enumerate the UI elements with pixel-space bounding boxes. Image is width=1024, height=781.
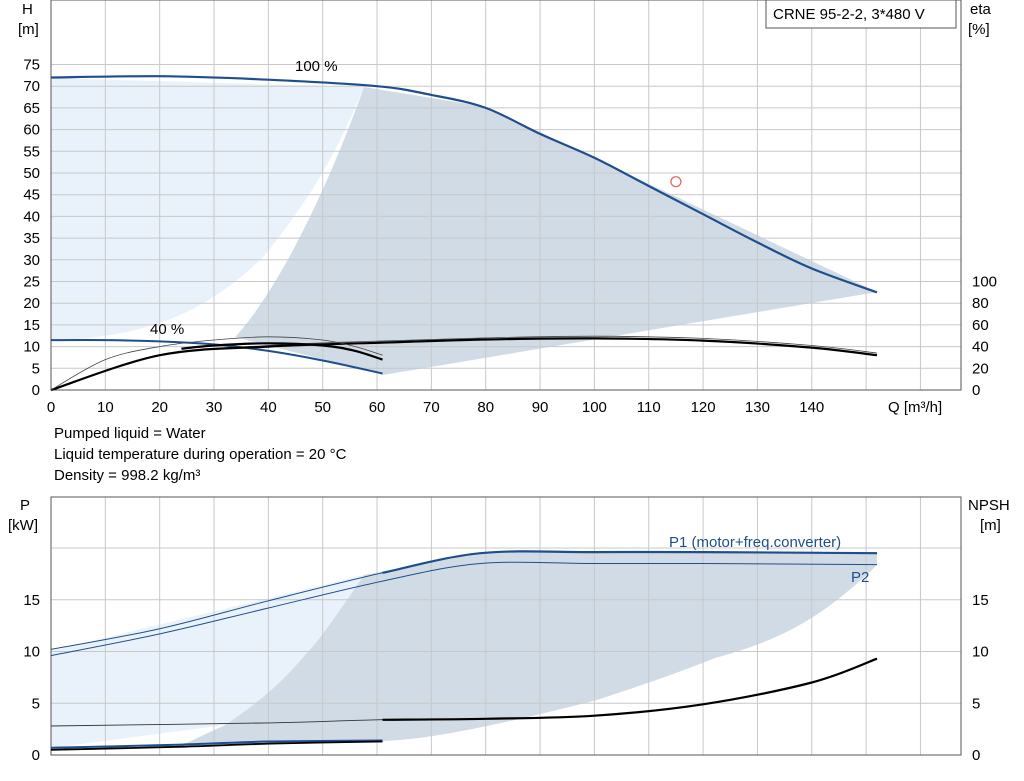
plot-frame xyxy=(50,496,962,756)
eta-max-curve xyxy=(50,337,878,392)
y-axis-title: P xyxy=(20,497,30,514)
band-light-region xyxy=(51,575,364,748)
top-curves xyxy=(50,75,878,392)
x-tick-label: 100 xyxy=(582,399,607,416)
duty-point-marker xyxy=(670,176,682,188)
y2-tick-label: 20 xyxy=(972,360,989,377)
y2-tick-label: 60 xyxy=(972,317,989,334)
legend-p1: P1 (motor+freq.converter) xyxy=(669,534,841,551)
y-tick-label: 40 xyxy=(23,208,40,225)
x-tick-label: 90 xyxy=(532,399,549,416)
y2-tick-label: 40 xyxy=(972,339,989,356)
p2-max-curve xyxy=(50,561,878,657)
x-tick-label: 120 xyxy=(691,399,716,416)
bottom-grid xyxy=(50,496,962,756)
x-tick-label: 80 xyxy=(477,399,494,416)
x-tick-label: 0 xyxy=(47,399,55,416)
y2-axis-title: eta xyxy=(970,1,992,18)
y-tick-label: 70 xyxy=(23,78,40,95)
y-tick-label: 15 xyxy=(23,317,40,334)
x-tick-label: 70 xyxy=(423,399,440,416)
band-light-region xyxy=(51,78,364,340)
y-tick-label: 75 xyxy=(23,57,40,74)
y-tick-label: 60 xyxy=(23,122,40,139)
y2-tick-label: 80 xyxy=(972,295,989,312)
y2-tick-label: 5 xyxy=(972,695,980,712)
y2-tick-label: 100 xyxy=(972,273,997,290)
head-max-curve xyxy=(50,75,878,294)
y-tick-label: 35 xyxy=(23,230,40,247)
annotation-100-percent: 100 % xyxy=(295,58,338,75)
bottom-curves xyxy=(50,550,878,751)
band-dark-region xyxy=(176,552,877,748)
x-tick-label: 50 xyxy=(314,399,331,416)
density-text: Density = 998.2 kg/m³ xyxy=(54,467,201,484)
y-tick-label: 50 xyxy=(23,165,40,182)
y2-axis-title: NPSH xyxy=(968,497,1010,514)
p2-min-curve xyxy=(50,740,383,751)
y-tick-label: 5 xyxy=(32,360,40,377)
y-tick-label: 5 xyxy=(32,695,40,712)
x-tick-label: 30 xyxy=(206,399,223,416)
bottom-operating-band xyxy=(51,552,877,748)
y-tick-label: 0 xyxy=(32,382,40,399)
x-tick-label: 60 xyxy=(369,399,386,416)
y-tick-label: 15 xyxy=(23,592,40,609)
annotation-40-percent: 40 % xyxy=(150,321,184,338)
p1-min-curve xyxy=(50,739,383,749)
y-tick-label: 20 xyxy=(23,295,40,312)
y-axis-title: H xyxy=(22,1,33,18)
y2-axis-unit: [m] xyxy=(980,517,1001,534)
y-tick-label: 45 xyxy=(23,187,40,204)
y2-tick-label: 15 xyxy=(972,592,989,609)
liquid-temperature-text: Liquid temperature during operation = 20… xyxy=(54,446,347,463)
pumped-liquid-text: Pumped liquid = Water xyxy=(54,425,206,442)
bottom-axes: 0 5 10 15 0 5 10 15 P [kW] NPSH [m] xyxy=(8,497,1010,764)
eta-min-curve xyxy=(181,342,383,361)
y2-tick-label: 10 xyxy=(972,644,989,661)
plot-frame xyxy=(50,0,962,391)
top-axes: 0 10 20 30 40 50 60 70 80 90 100 110 120 130 140 0 5 10 15… xyxy=(18,1,997,416)
y-axis-unit: [m] xyxy=(18,21,39,38)
x-tick-label: 10 xyxy=(97,399,114,416)
y2-tick-label: 0 xyxy=(972,747,980,764)
model-label: CRNE 95-2-2, 3*480 V xyxy=(773,6,925,23)
y2-axis-unit: [%] xyxy=(968,21,990,38)
y-tick-label: 0 xyxy=(32,747,40,764)
y-tick-label: 10 xyxy=(23,644,40,661)
x-tick-label: 20 xyxy=(151,399,168,416)
y-tick-label: 25 xyxy=(23,274,40,291)
x-tick-label: 140 xyxy=(799,399,824,416)
liquid-info: Pumped liquid = Water Liquid temperature… xyxy=(54,423,346,486)
y-tick-label: 55 xyxy=(23,143,40,160)
y-tick-label: 65 xyxy=(23,100,40,117)
eta-min-thin-curve xyxy=(50,336,383,391)
y-tick-label: 10 xyxy=(23,339,40,356)
y2-tick-label: 0 xyxy=(972,382,980,399)
y-tick-label: 30 xyxy=(23,252,40,269)
npsh-curve xyxy=(382,657,878,721)
legend-p2: P2 xyxy=(851,569,869,586)
x-tick-label: 110 xyxy=(637,399,661,416)
x-tick-label: 130 xyxy=(745,399,770,416)
p1-operating-curve xyxy=(382,550,878,574)
y-axis-unit: [kW] xyxy=(8,517,38,534)
top-x-axis-label: Q [m³/h] xyxy=(888,399,942,416)
x-tick-label: 40 xyxy=(260,399,277,416)
model-label-box: CRNE 95-2-2, 3*480 V xyxy=(765,0,957,29)
